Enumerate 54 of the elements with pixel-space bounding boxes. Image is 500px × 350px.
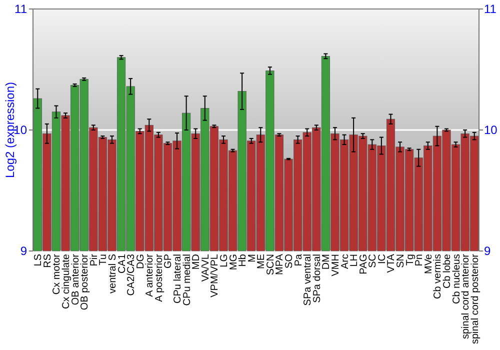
x-tick-label: Tu — [98, 254, 110, 266]
x-tick-label: VTA — [386, 254, 398, 273]
x-tick-label: MG — [228, 254, 240, 270]
x-tick-label: Pa — [293, 254, 304, 266]
x-tick-label: DG — [135, 254, 146, 269]
x-tick-label: VA/VL — [200, 254, 212, 282]
y-tick-label: 9 — [20, 244, 28, 258]
x-tick-label: Cb vermis — [432, 254, 444, 300]
y2-tick-label: 10 — [484, 123, 498, 138]
x-tick-label: MPA — [274, 254, 286, 275]
x-tick-label: SCN — [265, 254, 276, 276]
x-tick-label: VPM/VPL — [210, 254, 221, 298]
x-tick-label: CA1 — [116, 254, 128, 274]
x-tick-label: DM — [321, 254, 332, 270]
x-tick-label: OB posterior — [80, 253, 91, 310]
x-tick-label: Pir — [88, 253, 100, 266]
x-tick-label: Cb lobe — [442, 254, 453, 288]
x-tick-label: RS — [42, 254, 54, 268]
x-tick-label: M — [246, 254, 258, 262]
x-tick-label: IC — [376, 254, 388, 264]
x-tick-label: CA2/CA3 — [126, 254, 138, 296]
x-tick-label: SPa dorsal — [312, 254, 323, 303]
x-tick-label: A posterior — [154, 253, 165, 302]
x-tick-label: SN — [396, 254, 407, 268]
x-tick-label: CPu lateral — [172, 254, 184, 304]
x-tick-label: ME — [256, 254, 268, 269]
x-tick-label: SPa ventral — [302, 254, 314, 306]
x-tick-label: VMH — [330, 254, 342, 276]
x-tick-label: Pn — [414, 254, 426, 266]
x-tick-label: LH — [349, 254, 360, 267]
x-tick-label: Cx motor — [52, 253, 63, 295]
x-tick-label: SC — [368, 254, 379, 268]
x-tick-label: MVe — [423, 254, 434, 274]
y-tick-label: 10 — [14, 123, 28, 138]
x-tick-label: SO — [284, 254, 296, 268]
x-tick-label: spinal cord posterior — [470, 253, 481, 344]
x-tick-label: Cx cingulate — [61, 254, 72, 310]
x-tick-label: CPu medial — [182, 254, 193, 306]
y2-tick-label: 11 — [484, 2, 497, 16]
x-tick-label: LS — [33, 254, 44, 266]
x-tick-label: ventral S — [107, 254, 118, 294]
x-tick-label: spinal cord anterior — [460, 253, 472, 340]
y-tick-label: 11 — [14, 2, 28, 16]
x-tick-label: A anterior — [144, 253, 156, 297]
x-tick-label: Tg — [404, 254, 416, 266]
x-tick-label: Hb — [238, 254, 249, 267]
x-tick-label: Arc — [340, 254, 351, 269]
x-tick-label: MD — [191, 254, 202, 270]
x-tick-label: GP — [163, 254, 174, 268]
x-tick-label: OB anterior — [70, 253, 82, 306]
x-tick-label: PAG — [358, 254, 370, 274]
x-tick-label: LG — [218, 254, 230, 268]
y2-tick-label: 9 — [484, 244, 491, 258]
x-tick-label: Cb nucleus — [451, 254, 462, 304]
